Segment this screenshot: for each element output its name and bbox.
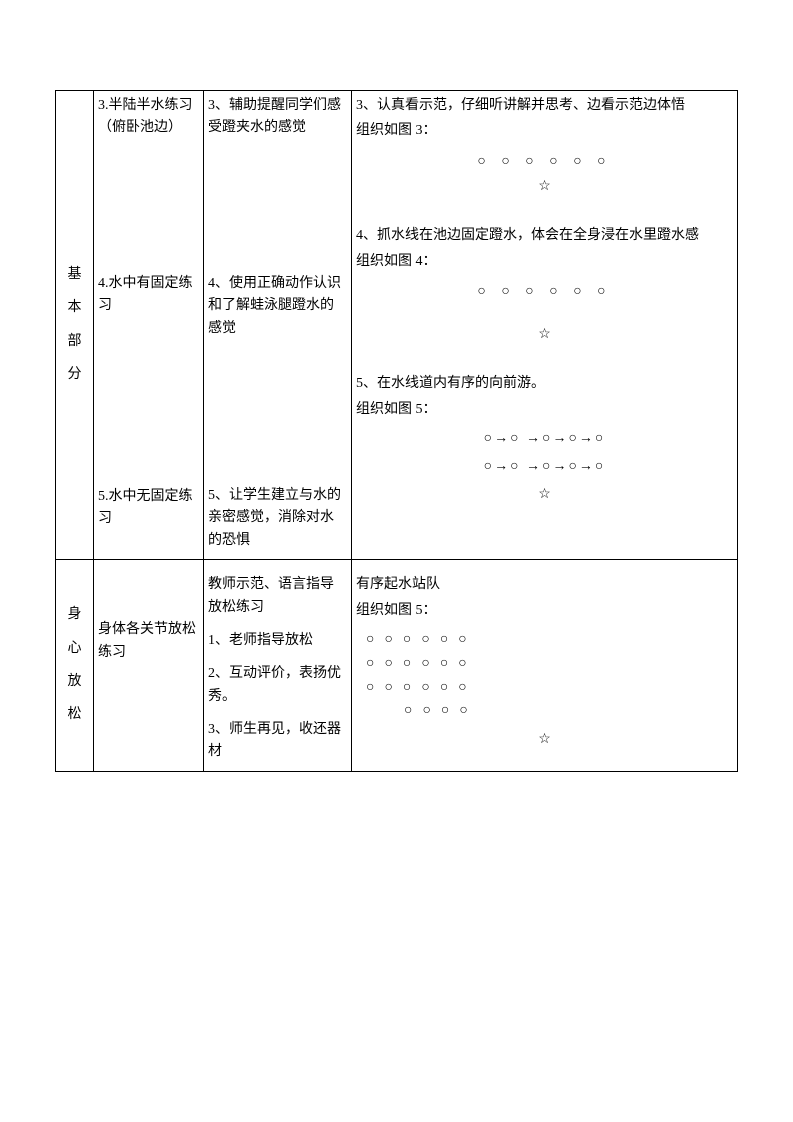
lesson-table: 基 本 部 分 3.半陆半水练习（俯卧池边） 4.水中有固定练习 5.水中无固定…: [55, 90, 738, 772]
vchar: 分: [60, 364, 89, 386]
section-label-relax: 身 心 放 松: [56, 560, 94, 772]
section-label-basic: 基 本 部 分: [56, 91, 94, 560]
star-icon: ☆: [356, 729, 733, 751]
vchar: 部: [60, 331, 89, 353]
exercise-names: 身体各关节放松练习: [94, 560, 204, 772]
exercise-item: 5.水中无固定练习: [98, 486, 199, 531]
teacher-guidance: 3、辅助提醒同学们感受蹬夹水的感觉 4、使用正确动作认识和了解蛙泳腿蹬水的感觉 …: [204, 91, 352, 560]
org-text: 组织如图 5：: [356, 399, 733, 421]
guidance-item: 4、使用正确动作认识和了解蛙泳腿蹬水的感觉: [208, 273, 347, 340]
org-text: 组织如图 5：: [356, 600, 733, 622]
teacher-guidance: 教师示范、语言指导放松练习 1、老师指导放松 2、互动评价，表扬优秀。 3、师生…: [204, 560, 352, 772]
exercise-names: 3.半陆半水练习（俯卧池边） 4.水中有固定练习 5.水中无固定练习: [94, 91, 204, 560]
vchar: 松: [60, 704, 89, 726]
org-text: 5、在水线道内有序的向前游。: [356, 373, 733, 395]
page: 基 本 部 分 3.半陆半水练习（俯卧池边） 4.水中有固定练习 5.水中无固定…: [0, 0, 793, 772]
org-text: 3、认真看示范，仔细听讲解并思考、边看示范边体悟: [356, 95, 733, 117]
vchar: 本: [60, 297, 89, 319]
exercise-item: 4.水中有固定练习: [98, 273, 199, 318]
star-icon: ☆: [356, 322, 733, 347]
org-text: 有序起水站队: [356, 574, 733, 596]
org-text: 4、抓水线在池边固定蹬水，体会在全身浸在水里蹬水感: [356, 225, 733, 247]
dots-row: ○○○○: [366, 699, 733, 723]
star-icon: ☆: [356, 174, 733, 199]
vchar: 心: [60, 638, 89, 660]
guidance-item: 教师示范、语言指导放松练习: [208, 574, 347, 619]
formation-diagram: ○ ○ ○ ○ ○ ○ ☆: [356, 279, 733, 347]
organization: 3、认真看示范，仔细听讲解并思考、边看示范边体悟 组织如图 3： ○ ○ ○ ○…: [352, 91, 738, 560]
star-icon: ☆: [356, 481, 733, 509]
formation-diagram: ○ ○ ○ ○ ○ ○ ☆: [356, 149, 733, 199]
vchar: 放: [60, 671, 89, 693]
dots-row: ○ ○ ○ ○ ○ ○: [356, 279, 733, 304]
guidance-item: 2、互动评价，表扬优秀。: [208, 663, 347, 708]
organization: 有序起水站队 组织如图 5： ○○○○○○ ○○○○○○ ○○○○○○ ○○○○…: [352, 560, 738, 772]
exercise-item: 3.半陆半水练习（俯卧池边）: [98, 95, 199, 140]
vchar: 基: [60, 264, 89, 286]
guidance-item: 3、辅助提醒同学们感受蹬夹水的感觉: [208, 95, 347, 140]
table-row: 身 心 放 松 身体各关节放松练习 教师示范、语言指导放松练习 1、老师指导放松…: [56, 560, 738, 772]
org-text: 组织如图 4：: [356, 251, 733, 273]
flow-row: ○→○ →○→○→○: [356, 425, 733, 453]
grid-diagram: ○○○○○○ ○○○○○○ ○○○○○○ ○○○○: [356, 628, 733, 723]
exercise-item: 身体各关节放松练习: [98, 619, 199, 664]
dots-row: ○○○○○○: [366, 652, 733, 676]
table-row: 基 本 部 分 3.半陆半水练习（俯卧池边） 4.水中有固定练习 5.水中无固定…: [56, 91, 738, 560]
guidance-item: 1、老师指导放松: [208, 630, 347, 652]
guidance-item: 5、让学生建立与水的亲密感觉，消除对水的恐惧: [208, 485, 347, 552]
flow-diagram: ○→○ →○→○→○ ○→○ →○→○→○ ☆: [356, 425, 733, 509]
guidance-item: 3、师生再见，收还器材: [208, 719, 347, 764]
dots-row: ○○○○○○: [366, 628, 733, 652]
flow-row: ○→○ →○→○→○: [356, 453, 733, 481]
vchar: 身: [60, 604, 89, 626]
dots-row: ○ ○ ○ ○ ○ ○: [356, 149, 733, 174]
org-text: 组织如图 3：: [356, 120, 733, 142]
dots-row: ○○○○○○: [366, 676, 733, 700]
